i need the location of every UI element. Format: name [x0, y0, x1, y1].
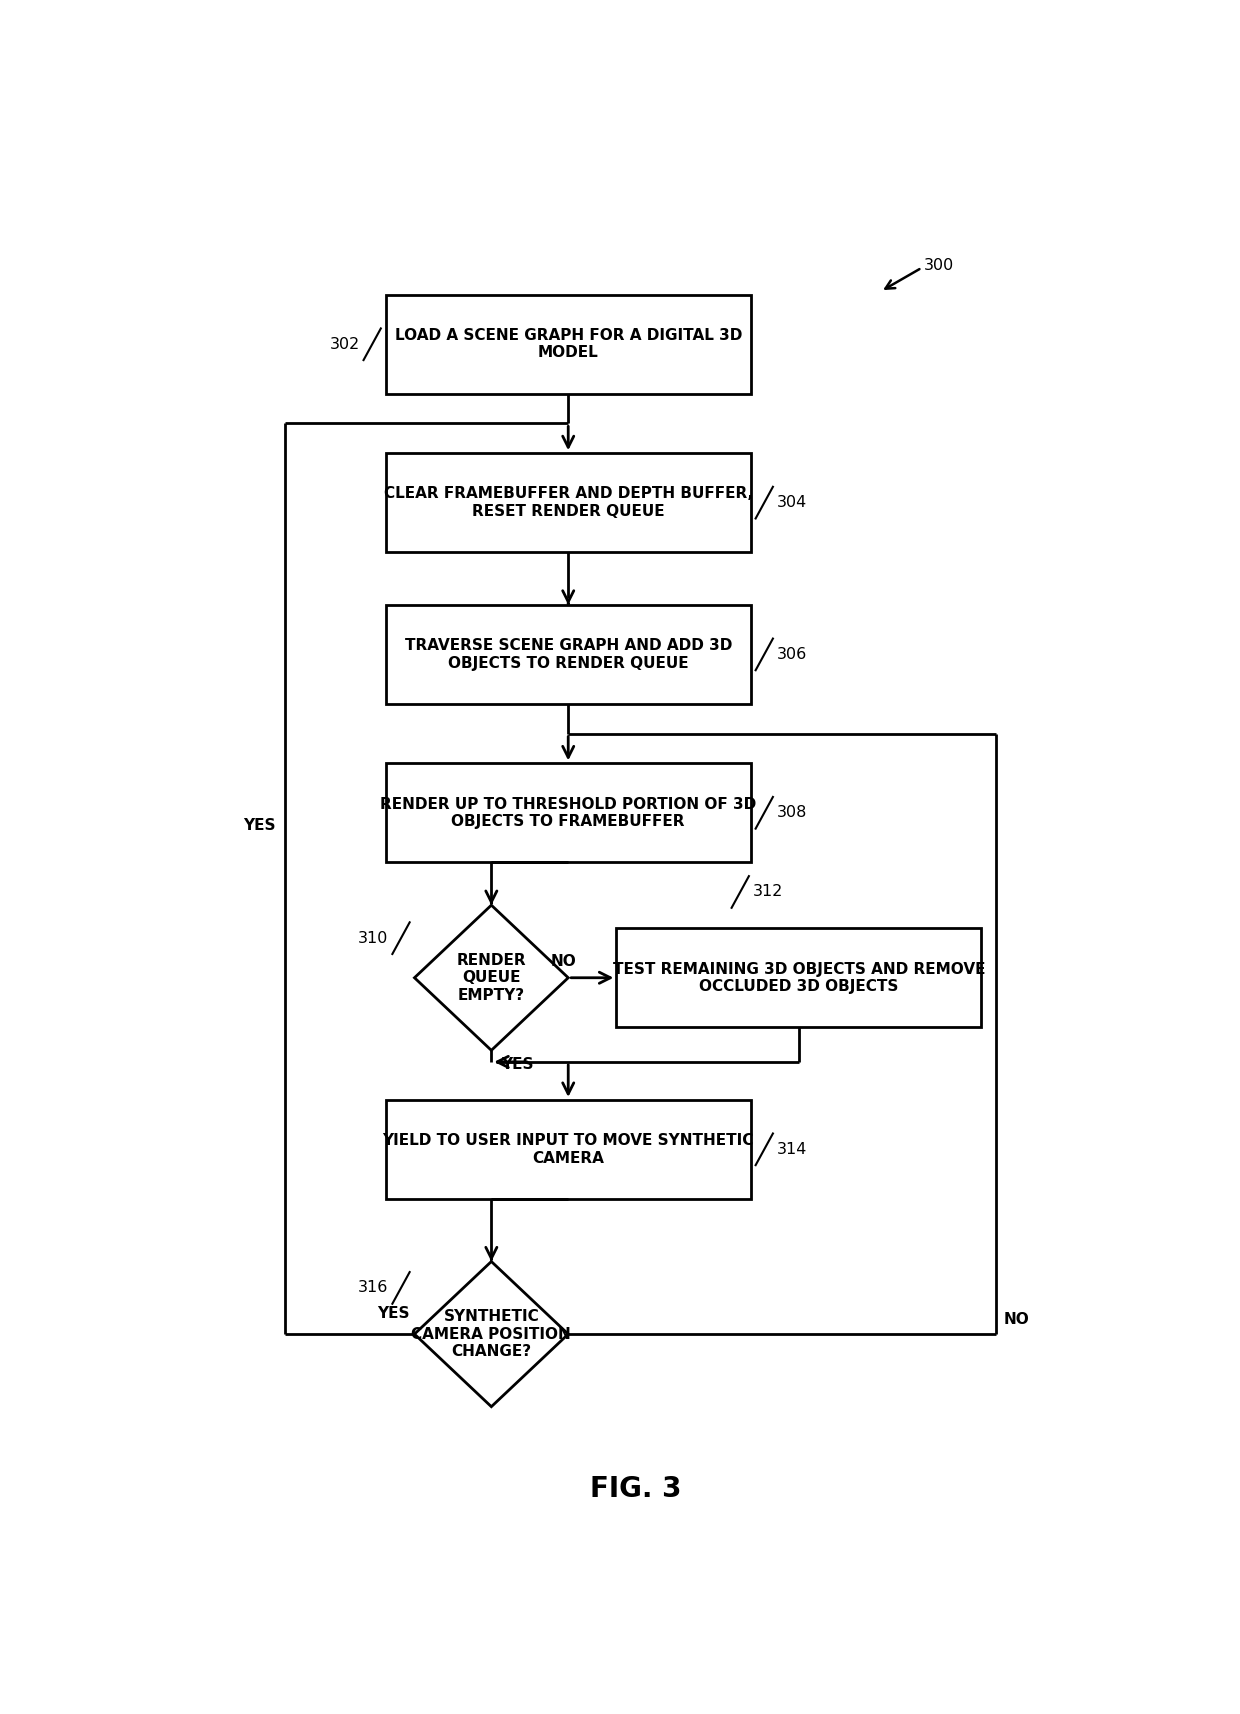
Text: YIELD TO USER INPUT TO MOVE SYNTHETIC
CAMERA: YIELD TO USER INPUT TO MOVE SYNTHETIC CA… [383, 1133, 754, 1166]
Text: NO: NO [551, 953, 577, 968]
Text: CLEAR FRAMEBUFFER AND DEPTH BUFFER,
RESET RENDER QUEUE: CLEAR FRAMEBUFFER AND DEPTH BUFFER, RESE… [383, 487, 753, 519]
Text: SYNTHETIC
CAMERA POSITION
CHANGE?: SYNTHETIC CAMERA POSITION CHANGE? [412, 1309, 572, 1359]
FancyBboxPatch shape [386, 295, 751, 394]
Text: RENDER
QUEUE
EMPTY?: RENDER QUEUE EMPTY? [456, 953, 526, 1003]
Text: 316: 316 [358, 1280, 388, 1296]
Polygon shape [414, 905, 568, 1051]
Text: 306: 306 [776, 646, 807, 662]
Polygon shape [414, 1262, 568, 1407]
FancyBboxPatch shape [386, 1100, 751, 1198]
Text: RENDER UP TO THRESHOLD PORTION OF 3D
OBJECTS TO FRAMEBUFFER: RENDER UP TO THRESHOLD PORTION OF 3D OBJ… [381, 797, 756, 830]
FancyBboxPatch shape [616, 929, 982, 1027]
Text: NO: NO [1003, 1313, 1029, 1328]
Text: LOAD A SCENE GRAPH FOR A DIGITAL 3D
MODEL: LOAD A SCENE GRAPH FOR A DIGITAL 3D MODE… [394, 327, 742, 360]
Text: YES: YES [377, 1306, 409, 1321]
Text: TRAVERSE SCENE GRAPH AND ADD 3D
OBJECTS TO RENDER QUEUE: TRAVERSE SCENE GRAPH AND ADD 3D OBJECTS … [404, 638, 732, 670]
Text: YES: YES [501, 1058, 533, 1071]
Text: 312: 312 [753, 884, 784, 900]
Text: 314: 314 [776, 1142, 807, 1157]
FancyBboxPatch shape [386, 605, 751, 704]
Text: 302: 302 [330, 336, 360, 351]
Text: FIG. 3: FIG. 3 [590, 1474, 681, 1503]
FancyBboxPatch shape [386, 763, 751, 862]
FancyBboxPatch shape [386, 452, 751, 552]
Text: YES: YES [243, 819, 275, 833]
Text: 308: 308 [776, 806, 807, 821]
Text: 304: 304 [776, 495, 807, 511]
Text: 300: 300 [924, 257, 954, 273]
Text: 310: 310 [358, 931, 388, 946]
Text: TEST REMAINING 3D OBJECTS AND REMOVE
OCCLUDED 3D OBJECTS: TEST REMAINING 3D OBJECTS AND REMOVE OCC… [613, 962, 985, 994]
